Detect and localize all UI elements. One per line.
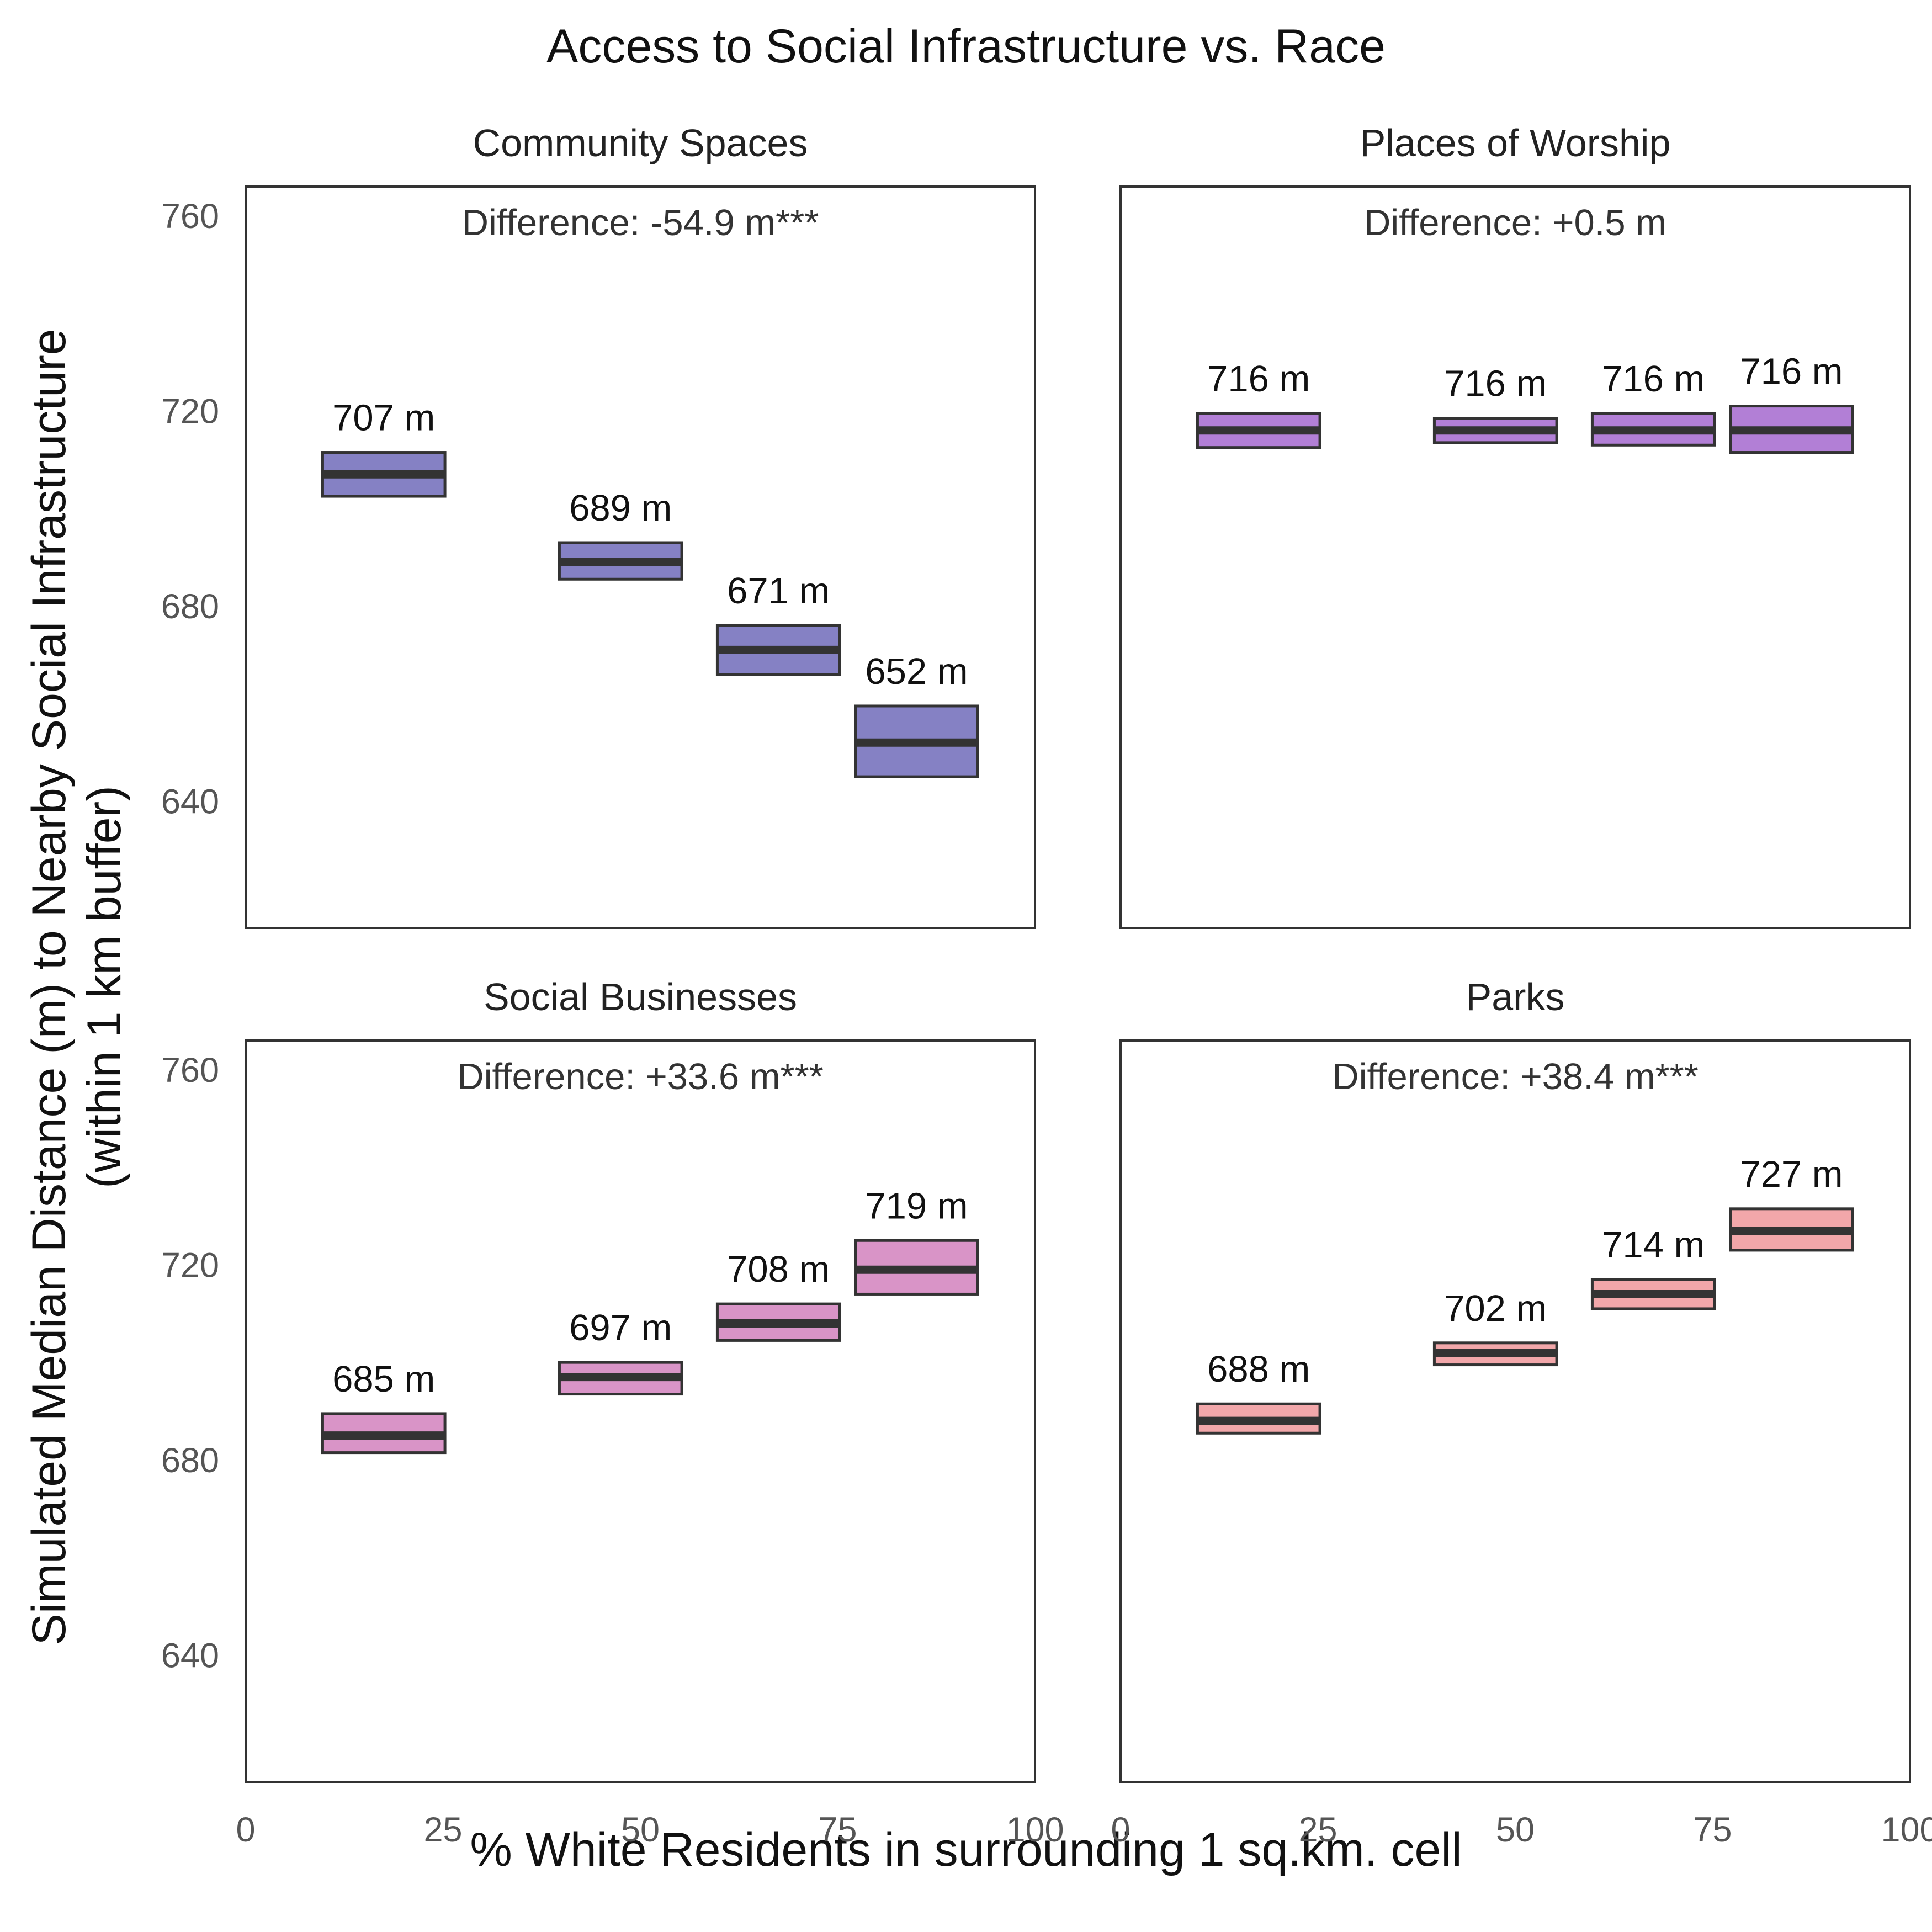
- x-tick-label: 50: [621, 1811, 660, 1849]
- panel-0: Community Spaces Difference: -54.9 m*** 64…: [161, 121, 1036, 929]
- difference-annotation: Difference: +38.4 m***: [1332, 1056, 1699, 1097]
- difference-annotation: Difference: +0.5 m: [1364, 202, 1666, 243]
- x-tick-label: 75: [1693, 1811, 1732, 1849]
- value-label: 716 m: [1207, 358, 1310, 400]
- value-label: 688 m: [1207, 1349, 1310, 1390]
- x-tick-label: 0: [1111, 1811, 1130, 1849]
- value-label: 714 m: [1602, 1224, 1705, 1266]
- y-tick-label: 640: [161, 782, 219, 821]
- x-tick-label: 100: [1881, 1811, 1932, 1849]
- x-axis-title: % White Residents in surrounding 1 sq.km…: [470, 1823, 1462, 1876]
- value-label: 689 m: [569, 487, 672, 529]
- panel-title: Community Spaces: [473, 121, 808, 164]
- chart-title: Access to Social Infrastructure vs. Race: [546, 20, 1386, 73]
- value-label: 702 m: [1444, 1288, 1547, 1329]
- panel-3: Parks Difference: +38.4 m*** 0 25 50 75 100 688…: [1111, 975, 1932, 1849]
- value-label: 719 m: [865, 1185, 968, 1227]
- value-label: 727 m: [1740, 1154, 1843, 1195]
- panel-title: Parks: [1466, 975, 1565, 1018]
- x-tick-label: 25: [423, 1811, 462, 1849]
- x-tick-label: 0: [236, 1811, 255, 1849]
- y-tick-label: 720: [161, 1246, 219, 1285]
- panel-frame: [245, 185, 1036, 929]
- x-tick-label: 50: [1496, 1811, 1535, 1849]
- difference-annotation: Difference: +33.6 m***: [457, 1056, 824, 1097]
- panel-1: Places of Worship Difference: +0.5 m 716 m…: [1119, 121, 1911, 929]
- value-label: 716 m: [1740, 351, 1843, 392]
- y-axis-title-secondary: (within 1 km buffer): [78, 785, 131, 1188]
- y-axis-title: Simulated Median Distance (m) to Nearby …: [23, 328, 76, 1645]
- difference-annotation: Difference: -54.9 m***: [462, 202, 819, 243]
- value-label: 708 m: [727, 1249, 830, 1290]
- x-tick-label: 75: [818, 1811, 857, 1849]
- y-tick-label: 680: [161, 1441, 219, 1480]
- value-label: 671 m: [727, 570, 830, 612]
- y-tick-label: 640: [161, 1636, 219, 1675]
- panel-frame: [1119, 1039, 1911, 1783]
- panel-frame: [245, 1039, 1036, 1783]
- panel-frame: [1119, 185, 1911, 929]
- x-tick-label: 100: [1006, 1811, 1064, 1849]
- y-tick-label: 720: [161, 392, 219, 431]
- y-tick-label: 680: [161, 587, 219, 626]
- value-label: 685 m: [332, 1358, 435, 1400]
- value-label: 697 m: [569, 1307, 672, 1349]
- y-tick-label: 760: [161, 1051, 219, 1090]
- panel-2: Social Businesses Difference: +33.6 m*** 6…: [161, 975, 1064, 1849]
- value-label: 707 m: [332, 397, 435, 439]
- panel-title: Social Businesses: [484, 975, 797, 1018]
- y-tick-label: 760: [161, 197, 219, 236]
- value-label: 716 m: [1602, 358, 1705, 400]
- panel-title: Places of Worship: [1360, 121, 1671, 164]
- panels: Community Spaces Difference: -54.9 m*** 64…: [161, 121, 1932, 1849]
- value-label: 716 m: [1444, 363, 1547, 405]
- x-tick-label: 25: [1298, 1811, 1337, 1849]
- value-label: 652 m: [865, 651, 968, 692]
